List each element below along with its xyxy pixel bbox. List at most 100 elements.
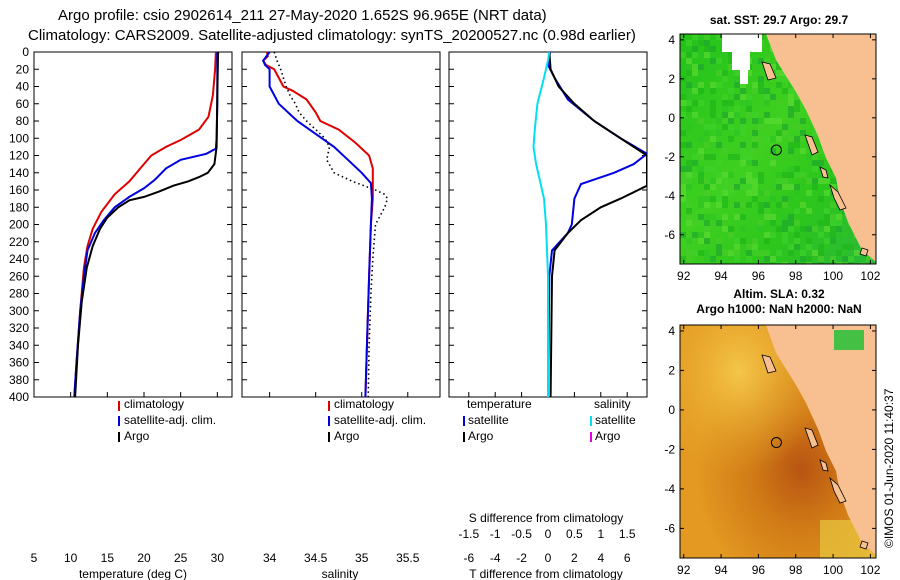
nias-island xyxy=(761,354,777,374)
y-tick-label: 140 xyxy=(9,166,29,180)
sst-pixel xyxy=(794,172,800,178)
sst-pixel xyxy=(722,112,728,118)
sst-pixel xyxy=(812,184,818,190)
sst-pixel xyxy=(842,250,848,256)
sst-pixel xyxy=(812,166,818,172)
sst-pixel xyxy=(704,184,710,190)
sst-pixel xyxy=(830,184,836,190)
sst-pixel xyxy=(686,70,692,76)
sst-pixel xyxy=(728,64,734,70)
sst-pixel xyxy=(686,58,692,64)
sst-pixel xyxy=(758,178,764,184)
sst-pixel xyxy=(722,100,728,106)
sst-pixel xyxy=(746,172,752,178)
sst-pixel xyxy=(728,100,734,106)
sst-pixel xyxy=(686,178,692,184)
sst-pixel xyxy=(680,94,686,100)
sst-pixel xyxy=(680,130,686,136)
sst-pixel xyxy=(698,250,704,256)
sst-pixel xyxy=(704,214,710,220)
sst-pixel xyxy=(698,136,704,142)
sst-pixel xyxy=(758,220,764,226)
x-tick-label: 35 xyxy=(355,551,369,565)
sst-pixel xyxy=(710,46,716,52)
sst-pixel xyxy=(818,232,824,238)
sst-pixel xyxy=(788,184,794,190)
sst-pixel xyxy=(824,238,830,244)
sst-pixel xyxy=(758,250,764,256)
sst-pixel xyxy=(776,118,782,124)
sst-pixel xyxy=(836,220,842,226)
y-tick-label: 60 xyxy=(16,97,30,111)
sst-pixel xyxy=(746,94,752,100)
sst-pixel xyxy=(728,154,734,160)
sst-pixel xyxy=(680,52,686,58)
sst-pixel xyxy=(794,166,800,172)
sst-pixel xyxy=(704,250,710,256)
sst-pixel xyxy=(746,184,752,190)
sst-pixel xyxy=(728,136,734,142)
sst-pixel xyxy=(710,136,716,142)
sst-pixel xyxy=(794,208,800,214)
sst-pixel xyxy=(734,244,740,250)
salinity-panel xyxy=(241,51,441,398)
sst-map-title: sat. SST: 29.7 Argo: 29.7 xyxy=(710,13,849,27)
map-x-tick-label: 100 xyxy=(823,563,843,577)
sst-pixel xyxy=(788,106,794,112)
sst-pixel xyxy=(680,178,686,184)
sst-pixel xyxy=(686,64,692,70)
sst-pixel xyxy=(782,130,788,136)
salinity-xlabel: salinity xyxy=(322,567,359,580)
sst-pixel xyxy=(764,88,770,94)
sst-pixel xyxy=(740,154,746,160)
y-tick-label: 160 xyxy=(9,183,29,197)
sst-pixel xyxy=(686,88,692,94)
x-tick-label-salinity: 1 xyxy=(597,527,604,541)
sst-pixel xyxy=(746,112,752,118)
sst-pixel xyxy=(752,88,758,94)
sst-pixel xyxy=(758,124,764,130)
sst-pixel xyxy=(758,190,764,196)
sst-pixel xyxy=(734,130,740,136)
sst-pixel xyxy=(818,220,824,226)
sst-pixel xyxy=(776,100,782,106)
x-tick-label: 6 xyxy=(624,551,631,565)
sst-pixel xyxy=(758,208,764,214)
sst-pixel xyxy=(698,232,704,238)
sst-pixel xyxy=(734,106,740,112)
x-tick-label: 2 xyxy=(571,551,578,565)
sst-pixel xyxy=(698,196,704,202)
sst-pixel xyxy=(686,256,692,262)
sla-map-title: Altim. SLA: 0.32 xyxy=(733,287,825,301)
y-tick-label: 100 xyxy=(9,131,29,145)
map-y-tick-label: -6 xyxy=(664,228,675,242)
sst-pixel xyxy=(710,214,716,220)
sst-pixel xyxy=(770,232,776,238)
sst-pixel xyxy=(788,112,794,118)
sst-pixel xyxy=(686,100,692,106)
sst-pixel xyxy=(680,142,686,148)
map-x-tick-label: 94 xyxy=(714,269,728,283)
sst-pixel xyxy=(692,64,698,70)
map-y-tick-label: 0 xyxy=(668,403,675,417)
sst-pixel xyxy=(710,124,716,130)
sst-pixel xyxy=(728,232,734,238)
sst-pixel xyxy=(812,130,818,136)
map-y-tick-label: -6 xyxy=(664,521,675,535)
y-tick-label: 400 xyxy=(9,390,29,404)
series-line-s-satellite xyxy=(532,52,551,397)
temperature-legend: climatology satellite-adj. clim. Argo xyxy=(118,397,216,443)
sumatra-land xyxy=(766,325,876,555)
sst-pixel xyxy=(704,220,710,226)
sst-pixel xyxy=(812,226,818,232)
sst-pixel xyxy=(746,256,752,262)
map-x-tick-label: 98 xyxy=(789,563,803,577)
sst-pixel xyxy=(776,184,782,190)
sst-pixel xyxy=(806,154,812,160)
sst-pixel xyxy=(824,208,830,214)
sst-pixel xyxy=(830,256,836,262)
sst-pixel xyxy=(734,70,740,76)
sst-pixel xyxy=(698,178,704,184)
sst-pixel xyxy=(776,70,782,76)
sst-pixel xyxy=(710,166,716,172)
